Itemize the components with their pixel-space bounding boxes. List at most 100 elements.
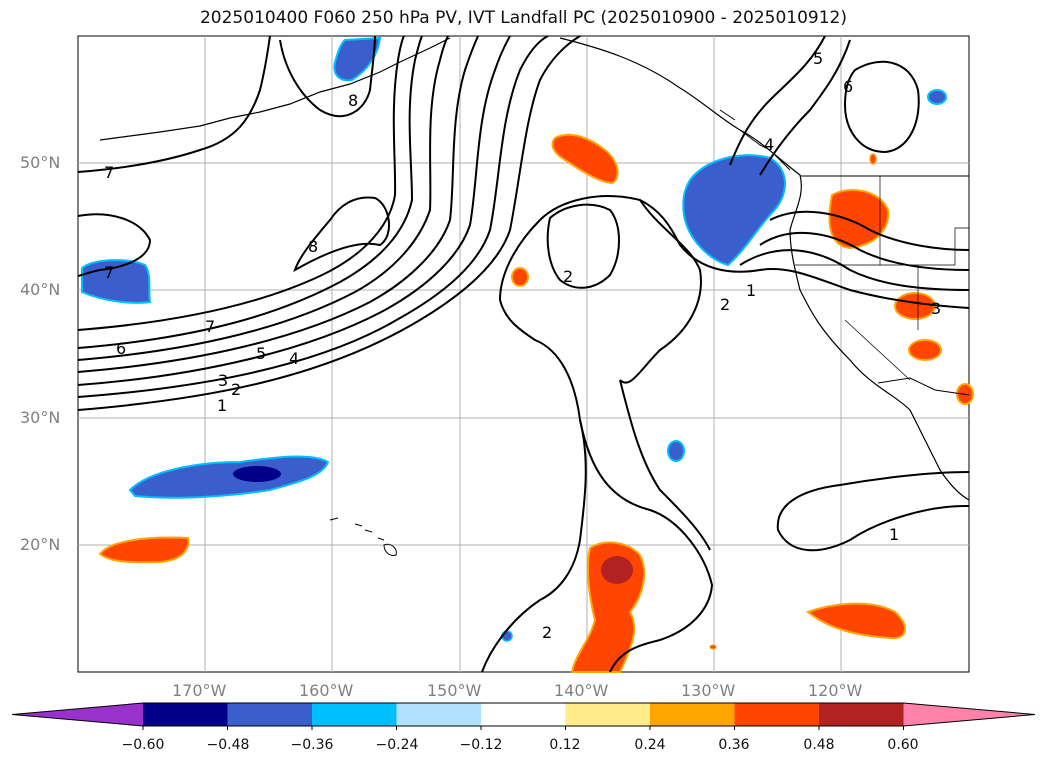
colorbar-arrow-left [12, 703, 143, 726]
contour-label: 2 [720, 295, 730, 314]
hawaiian-islands [329, 517, 397, 556]
contour-label: 6 [843, 77, 853, 96]
contour-label: 5 [256, 344, 266, 363]
orange-speck-2 [869, 153, 877, 165]
contour-label: 3 [218, 371, 228, 390]
colorbar-segment [396, 703, 482, 726]
contour-1-southeast [776, 471, 970, 552]
lon-label-160w: 160°W [299, 681, 354, 700]
contour-label: 7 [104, 163, 114, 182]
blue-patch-subtropical [128, 455, 330, 499]
contour-8-ring [293, 196, 391, 273]
contour-label: 1 [889, 525, 899, 544]
blue-speck-3 [501, 630, 513, 642]
coastline-aleutians [99, 37, 451, 141]
contour-8-aleutian [279, 35, 376, 117]
lat-label-30n: 30°N [20, 408, 61, 427]
contour-1-inner [619, 379, 711, 551]
contour-label: 3 [931, 299, 941, 318]
contour-label: 6 [116, 339, 126, 358]
state-border-4 [844, 319, 911, 381]
contour-4 [77, 35, 479, 373]
contour-label: 7 [104, 263, 114, 282]
orange-patch-california [894, 292, 936, 320]
contour-label: 1 [217, 396, 227, 415]
contour-label: 5 [813, 49, 823, 68]
lat-label-50n: 50°N [20, 153, 61, 172]
orange-patch-baja [908, 339, 942, 361]
colorbar-segment [819, 703, 904, 726]
orange-patch-west [98, 536, 190, 564]
colorbar-tick-label: 0.60 [887, 737, 919, 753]
contour-label: 2 [542, 623, 552, 642]
coastline-alaska [559, 37, 970, 501]
contour-4-east [769, 210, 970, 251]
map-title: 2025010400 F060 250 hPa PV, IVT Landfall… [199, 8, 847, 28]
contour-1-east [539, 195, 970, 309]
colorbar-tick-label: 0.24 [634, 737, 666, 753]
orange-speck-1 [511, 267, 529, 287]
coastlines [99, 37, 970, 556]
contour-2-ring [546, 203, 620, 289]
contour-labels: 7 7 8 8 7 6 5 4 3 2 1 2 1 4 5 6 3 2 1 2 [104, 49, 941, 642]
contour-label: 4 [764, 135, 774, 154]
colorbar-segment [650, 703, 735, 726]
contour-label: 8 [348, 91, 358, 110]
contour-6-east [759, 39, 851, 176]
contour-label: 2 [231, 380, 241, 399]
lon-label-150w: 150°W [427, 681, 482, 700]
contour-1-tropic-loop [579, 419, 714, 673]
map-frame [77, 35, 970, 673]
contour-2 [77, 35, 549, 398]
colorbar [11, 702, 1036, 730]
colorbar-tick-label: −0.48 [206, 737, 250, 753]
positive-anomalies [98, 133, 974, 673]
orange-patch-north [551, 133, 619, 185]
colorbar-segment [143, 703, 228, 726]
contour-7-nw [77, 35, 271, 173]
pv-contours [77, 35, 970, 673]
orange-patch-southeast [806, 602, 906, 640]
colorbar-segment [565, 703, 651, 726]
contour-5-east [729, 35, 826, 166]
colorbar-tick-label: 0.48 [803, 737, 835, 753]
colorbar-segment [312, 703, 397, 726]
blue-patch-gulf-alaska [682, 154, 786, 267]
colorbar-segment [481, 703, 566, 726]
colorbar-segment [734, 703, 820, 726]
contour-6 [77, 35, 423, 349]
contour-3-east [759, 231, 970, 271]
blue-speck-2 [927, 89, 947, 105]
orange-patch-nw-us [828, 189, 890, 250]
contour-label: 4 [289, 349, 299, 368]
colorbar-tick-label: −0.60 [121, 737, 165, 753]
colorbar-segment [227, 703, 313, 726]
contour-label: 7 [205, 317, 215, 336]
red-core [601, 556, 633, 584]
lon-label-120w: 120°W [808, 681, 863, 700]
colorbar-arrow-right [903, 703, 1035, 726]
contour-7-west [77, 213, 152, 277]
contour-1-south [77, 35, 581, 411]
contour-label: 2 [563, 267, 573, 286]
contour-label: 8 [308, 237, 318, 256]
colorbar-tick-label: 0.36 [718, 737, 750, 753]
colorbar-tick-label: −0.24 [375, 737, 419, 753]
contour-1-mid [619, 199, 702, 384]
border-us-mexico [877, 377, 970, 396]
blue-speck-1 [667, 440, 685, 462]
contour-6-ring [843, 60, 920, 154]
state-border-1 [795, 227, 969, 266]
colorbar-tick-label: −0.36 [290, 737, 334, 753]
colorbar-tick-label: 0.12 [549, 737, 581, 753]
negative-anomalies [81, 36, 947, 642]
lat-label-40n: 40°N [20, 280, 61, 299]
colorbar-tick-label: −0.12 [459, 737, 503, 753]
lat-label-20n: 20°N [20, 535, 61, 554]
contour-3 [77, 35, 511, 386]
lon-label-130w: 130°W [681, 681, 736, 700]
lon-label-140w: 140°W [554, 681, 609, 700]
orange-speck-3 [709, 644, 717, 650]
navy-core [233, 466, 281, 482]
